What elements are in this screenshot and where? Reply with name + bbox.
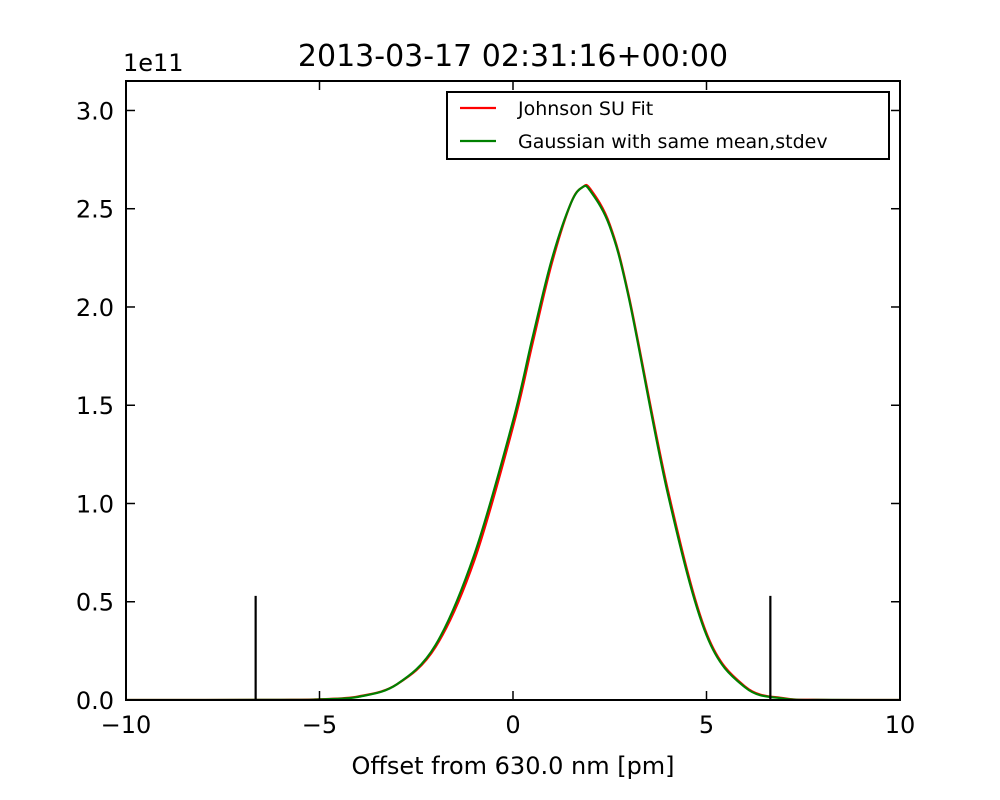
axes: −10 −5 0 5 10 0.0 0.5 1.0 1.5 2.0 2.5 3.0 (76, 80, 916, 739)
x-tick-label: −10 (101, 711, 152, 739)
x-tick-label: 10 (885, 711, 916, 739)
series-group (126, 183, 900, 700)
x-axis-label: Offset from 630.0 nm [pm] (351, 752, 674, 780)
y-tick-label: 0.5 (76, 589, 114, 617)
legend-box (446, 91, 890, 160)
y-offset-label: 1e11 (123, 49, 184, 77)
legend: Johnson SU Fit Gaussian with same mean,st… (446, 91, 890, 160)
chart-title: 2013-03-17 02:31:16+00:00 (298, 39, 728, 74)
plot-area (126, 183, 900, 700)
legend-label-0: Johnson SU Fit (517, 98, 653, 120)
x-tick-label: −5 (302, 711, 337, 739)
y-tick-label: 2.0 (76, 294, 114, 322)
y-tick-label: 1.5 (76, 392, 114, 420)
x-tick-label: 0 (505, 711, 520, 739)
y-tick-label: 1.0 (76, 490, 114, 518)
y-tick-label: 2.5 (76, 196, 114, 224)
legend-label-1: Gaussian with same mean,stdev (518, 131, 828, 153)
y-tick-label: 3.0 (76, 97, 114, 125)
series-line-1 (126, 184, 900, 700)
x-tick-label: 5 (699, 711, 714, 739)
y-tick-label: 0.0 (76, 687, 114, 715)
